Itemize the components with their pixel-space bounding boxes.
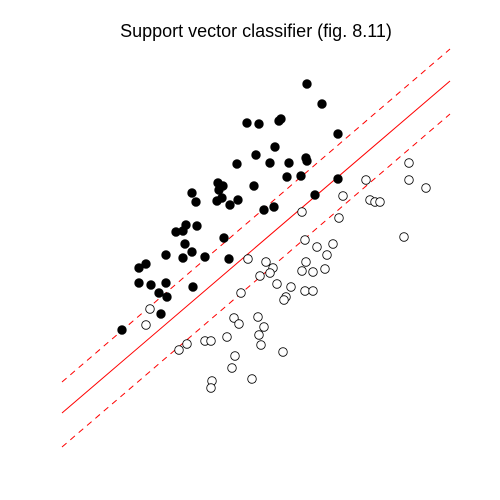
point [320, 264, 330, 274]
point [255, 271, 265, 281]
point [259, 322, 269, 332]
point [284, 158, 294, 168]
point [180, 239, 190, 249]
point [225, 200, 235, 210]
boundary-line [61, 113, 451, 448]
point [230, 351, 240, 361]
point [206, 383, 216, 393]
point [300, 235, 310, 245]
point [156, 309, 166, 319]
point [145, 304, 155, 314]
point [234, 319, 244, 329]
point [404, 158, 414, 168]
point [269, 202, 279, 212]
point [312, 242, 322, 252]
point [310, 190, 320, 200]
point [182, 339, 192, 349]
point [188, 282, 198, 292]
point [270, 142, 280, 152]
point [141, 259, 151, 269]
point [302, 156, 312, 166]
point [134, 263, 144, 273]
point [272, 279, 282, 289]
point [254, 119, 264, 129]
point [333, 174, 343, 184]
point [253, 312, 263, 322]
point [178, 226, 188, 236]
point [308, 267, 318, 277]
point [219, 233, 229, 243]
point [265, 158, 275, 168]
point [154, 288, 164, 298]
point [161, 250, 171, 260]
point [162, 292, 172, 302]
point [276, 114, 286, 124]
point [328, 239, 338, 249]
point [297, 207, 307, 217]
point [301, 257, 311, 267]
point [247, 374, 257, 384]
point [334, 213, 344, 223]
point [187, 247, 197, 257]
point [236, 288, 246, 298]
boundary-line [61, 80, 451, 414]
boundary-line [61, 48, 451, 383]
point [161, 278, 171, 288]
point [117, 325, 127, 335]
point [404, 175, 414, 185]
point [242, 118, 252, 128]
point [243, 254, 253, 264]
point [212, 196, 222, 206]
point [249, 181, 259, 191]
point [200, 252, 210, 262]
point [222, 332, 232, 342]
point [224, 254, 234, 264]
point [333, 129, 343, 139]
point [421, 183, 431, 193]
point [375, 197, 385, 207]
point [279, 295, 289, 305]
point [214, 185, 224, 195]
point [187, 188, 197, 198]
point [254, 330, 264, 340]
point [286, 282, 296, 292]
point [278, 347, 288, 357]
chart-title: Support vector classifier (fig. 8.11) [120, 21, 392, 41]
point [265, 268, 275, 278]
point [191, 197, 201, 207]
point [399, 232, 409, 242]
point [227, 363, 237, 373]
point [338, 191, 348, 201]
point [302, 79, 312, 89]
point [232, 159, 242, 169]
point [300, 286, 310, 296]
point [282, 172, 292, 182]
point [308, 286, 318, 296]
point [256, 340, 266, 350]
point [174, 345, 184, 355]
point [233, 195, 243, 205]
point [297, 266, 307, 276]
point [317, 99, 327, 109]
point [261, 257, 271, 267]
point [361, 175, 371, 185]
point [229, 313, 239, 323]
point [178, 253, 188, 263]
point [206, 336, 216, 346]
point [259, 205, 269, 215]
point [192, 221, 202, 231]
point [251, 150, 261, 160]
point [296, 171, 306, 181]
point [146, 280, 156, 290]
point [322, 250, 332, 260]
point [134, 278, 144, 288]
point [141, 320, 151, 330]
